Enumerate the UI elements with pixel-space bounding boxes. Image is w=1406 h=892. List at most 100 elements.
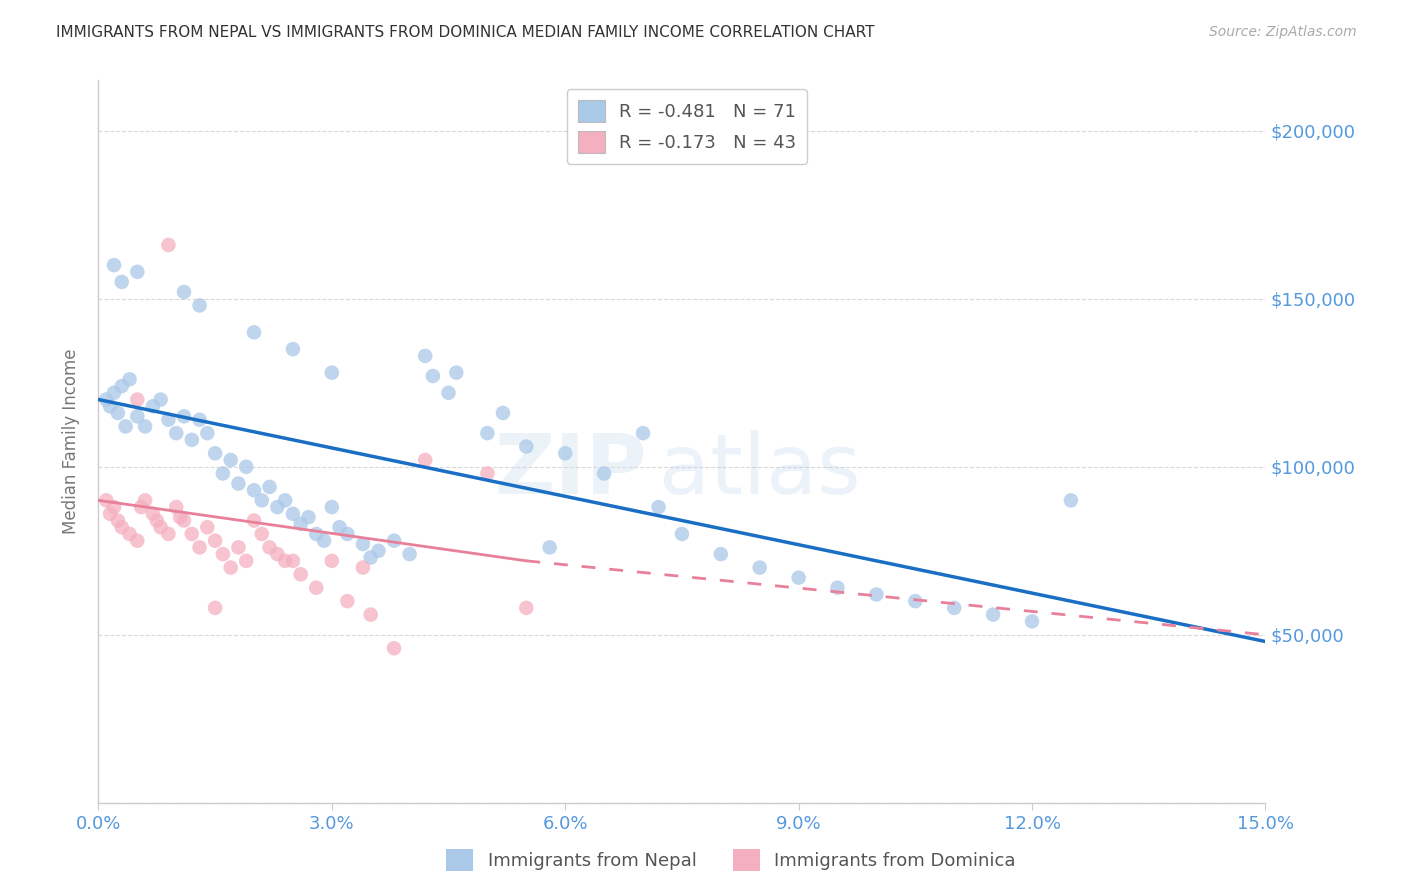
Point bbox=[281, 342, 304, 356]
Point bbox=[111, 275, 134, 289]
Text: IMMIGRANTS FROM NEPAL VS IMMIGRANTS FROM DOMINICA MEDIAN FAMILY INCOME CORRELATI: IMMIGRANTS FROM NEPAL VS IMMIGRANTS FROM… bbox=[56, 25, 875, 40]
Point bbox=[477, 467, 499, 481]
Point bbox=[118, 527, 141, 541]
Point bbox=[787, 571, 810, 585]
Point bbox=[367, 543, 389, 558]
Point bbox=[593, 467, 616, 481]
Point bbox=[165, 426, 187, 441]
Point bbox=[266, 547, 288, 561]
Point bbox=[538, 541, 561, 555]
Point bbox=[111, 379, 134, 393]
Point bbox=[149, 520, 172, 534]
Point bbox=[129, 500, 152, 514]
Point bbox=[671, 527, 693, 541]
Point bbox=[96, 493, 118, 508]
Point bbox=[748, 560, 770, 574]
Point bbox=[243, 326, 266, 340]
Point bbox=[382, 641, 405, 656]
Point bbox=[235, 554, 257, 568]
Point bbox=[981, 607, 1004, 622]
Point bbox=[219, 453, 242, 467]
Point bbox=[146, 514, 169, 528]
Point bbox=[250, 493, 273, 508]
Point bbox=[188, 298, 211, 312]
Text: atlas: atlas bbox=[658, 430, 860, 511]
Point bbox=[188, 413, 211, 427]
Point bbox=[134, 493, 156, 508]
Point bbox=[204, 600, 226, 615]
Point bbox=[127, 409, 149, 424]
Point bbox=[710, 547, 733, 561]
Point bbox=[157, 238, 180, 252]
Point bbox=[96, 392, 118, 407]
Point bbox=[173, 409, 195, 424]
Point bbox=[266, 500, 288, 514]
Point bbox=[98, 399, 121, 413]
Point bbox=[1021, 615, 1043, 629]
Point bbox=[219, 560, 242, 574]
Point bbox=[157, 413, 180, 427]
Point bbox=[321, 554, 343, 568]
Point bbox=[134, 419, 156, 434]
Point bbox=[515, 600, 537, 615]
Point bbox=[477, 426, 499, 441]
Point bbox=[437, 385, 460, 400]
Point bbox=[142, 399, 165, 413]
Point bbox=[422, 369, 444, 384]
Point bbox=[290, 567, 312, 582]
Point bbox=[195, 520, 218, 534]
Point bbox=[114, 419, 136, 434]
Point bbox=[243, 483, 266, 498]
Point bbox=[212, 467, 235, 481]
Point bbox=[554, 446, 576, 460]
Point bbox=[212, 547, 235, 561]
Point bbox=[352, 537, 374, 551]
Point bbox=[169, 510, 191, 524]
Point bbox=[111, 520, 134, 534]
Point bbox=[446, 366, 468, 380]
Point bbox=[103, 258, 125, 272]
Point bbox=[492, 406, 515, 420]
Point bbox=[204, 533, 226, 548]
Point bbox=[180, 527, 202, 541]
Point bbox=[118, 372, 141, 386]
Point bbox=[827, 581, 849, 595]
Point bbox=[250, 527, 273, 541]
Point bbox=[336, 594, 359, 608]
Point bbox=[149, 392, 172, 407]
Point bbox=[647, 500, 669, 514]
Point bbox=[305, 581, 328, 595]
Point bbox=[943, 600, 966, 615]
Point bbox=[336, 527, 359, 541]
Point bbox=[274, 554, 297, 568]
Point bbox=[107, 514, 129, 528]
Point bbox=[352, 560, 374, 574]
Point bbox=[98, 507, 121, 521]
Point bbox=[127, 533, 149, 548]
Point bbox=[243, 514, 266, 528]
Point bbox=[127, 265, 149, 279]
Point bbox=[281, 554, 304, 568]
Point bbox=[904, 594, 927, 608]
Point bbox=[382, 533, 405, 548]
Point bbox=[228, 541, 250, 555]
Text: ZIP: ZIP bbox=[495, 430, 647, 511]
Point bbox=[321, 366, 343, 380]
Point bbox=[259, 541, 281, 555]
Point bbox=[312, 533, 335, 548]
Point bbox=[413, 453, 436, 467]
Point bbox=[360, 607, 382, 622]
Text: Source: ZipAtlas.com: Source: ZipAtlas.com bbox=[1209, 25, 1357, 39]
Point bbox=[157, 527, 180, 541]
Point bbox=[165, 500, 187, 514]
Point bbox=[142, 507, 165, 521]
Legend: Immigrants from Nepal, Immigrants from Dominica: Immigrants from Nepal, Immigrants from D… bbox=[439, 842, 1024, 879]
Point bbox=[281, 507, 304, 521]
Y-axis label: Median Family Income: Median Family Income bbox=[62, 349, 80, 534]
Point bbox=[360, 550, 382, 565]
Point bbox=[515, 440, 537, 454]
Point bbox=[1060, 493, 1083, 508]
Point bbox=[290, 516, 312, 531]
Point bbox=[107, 406, 129, 420]
Point bbox=[274, 493, 297, 508]
